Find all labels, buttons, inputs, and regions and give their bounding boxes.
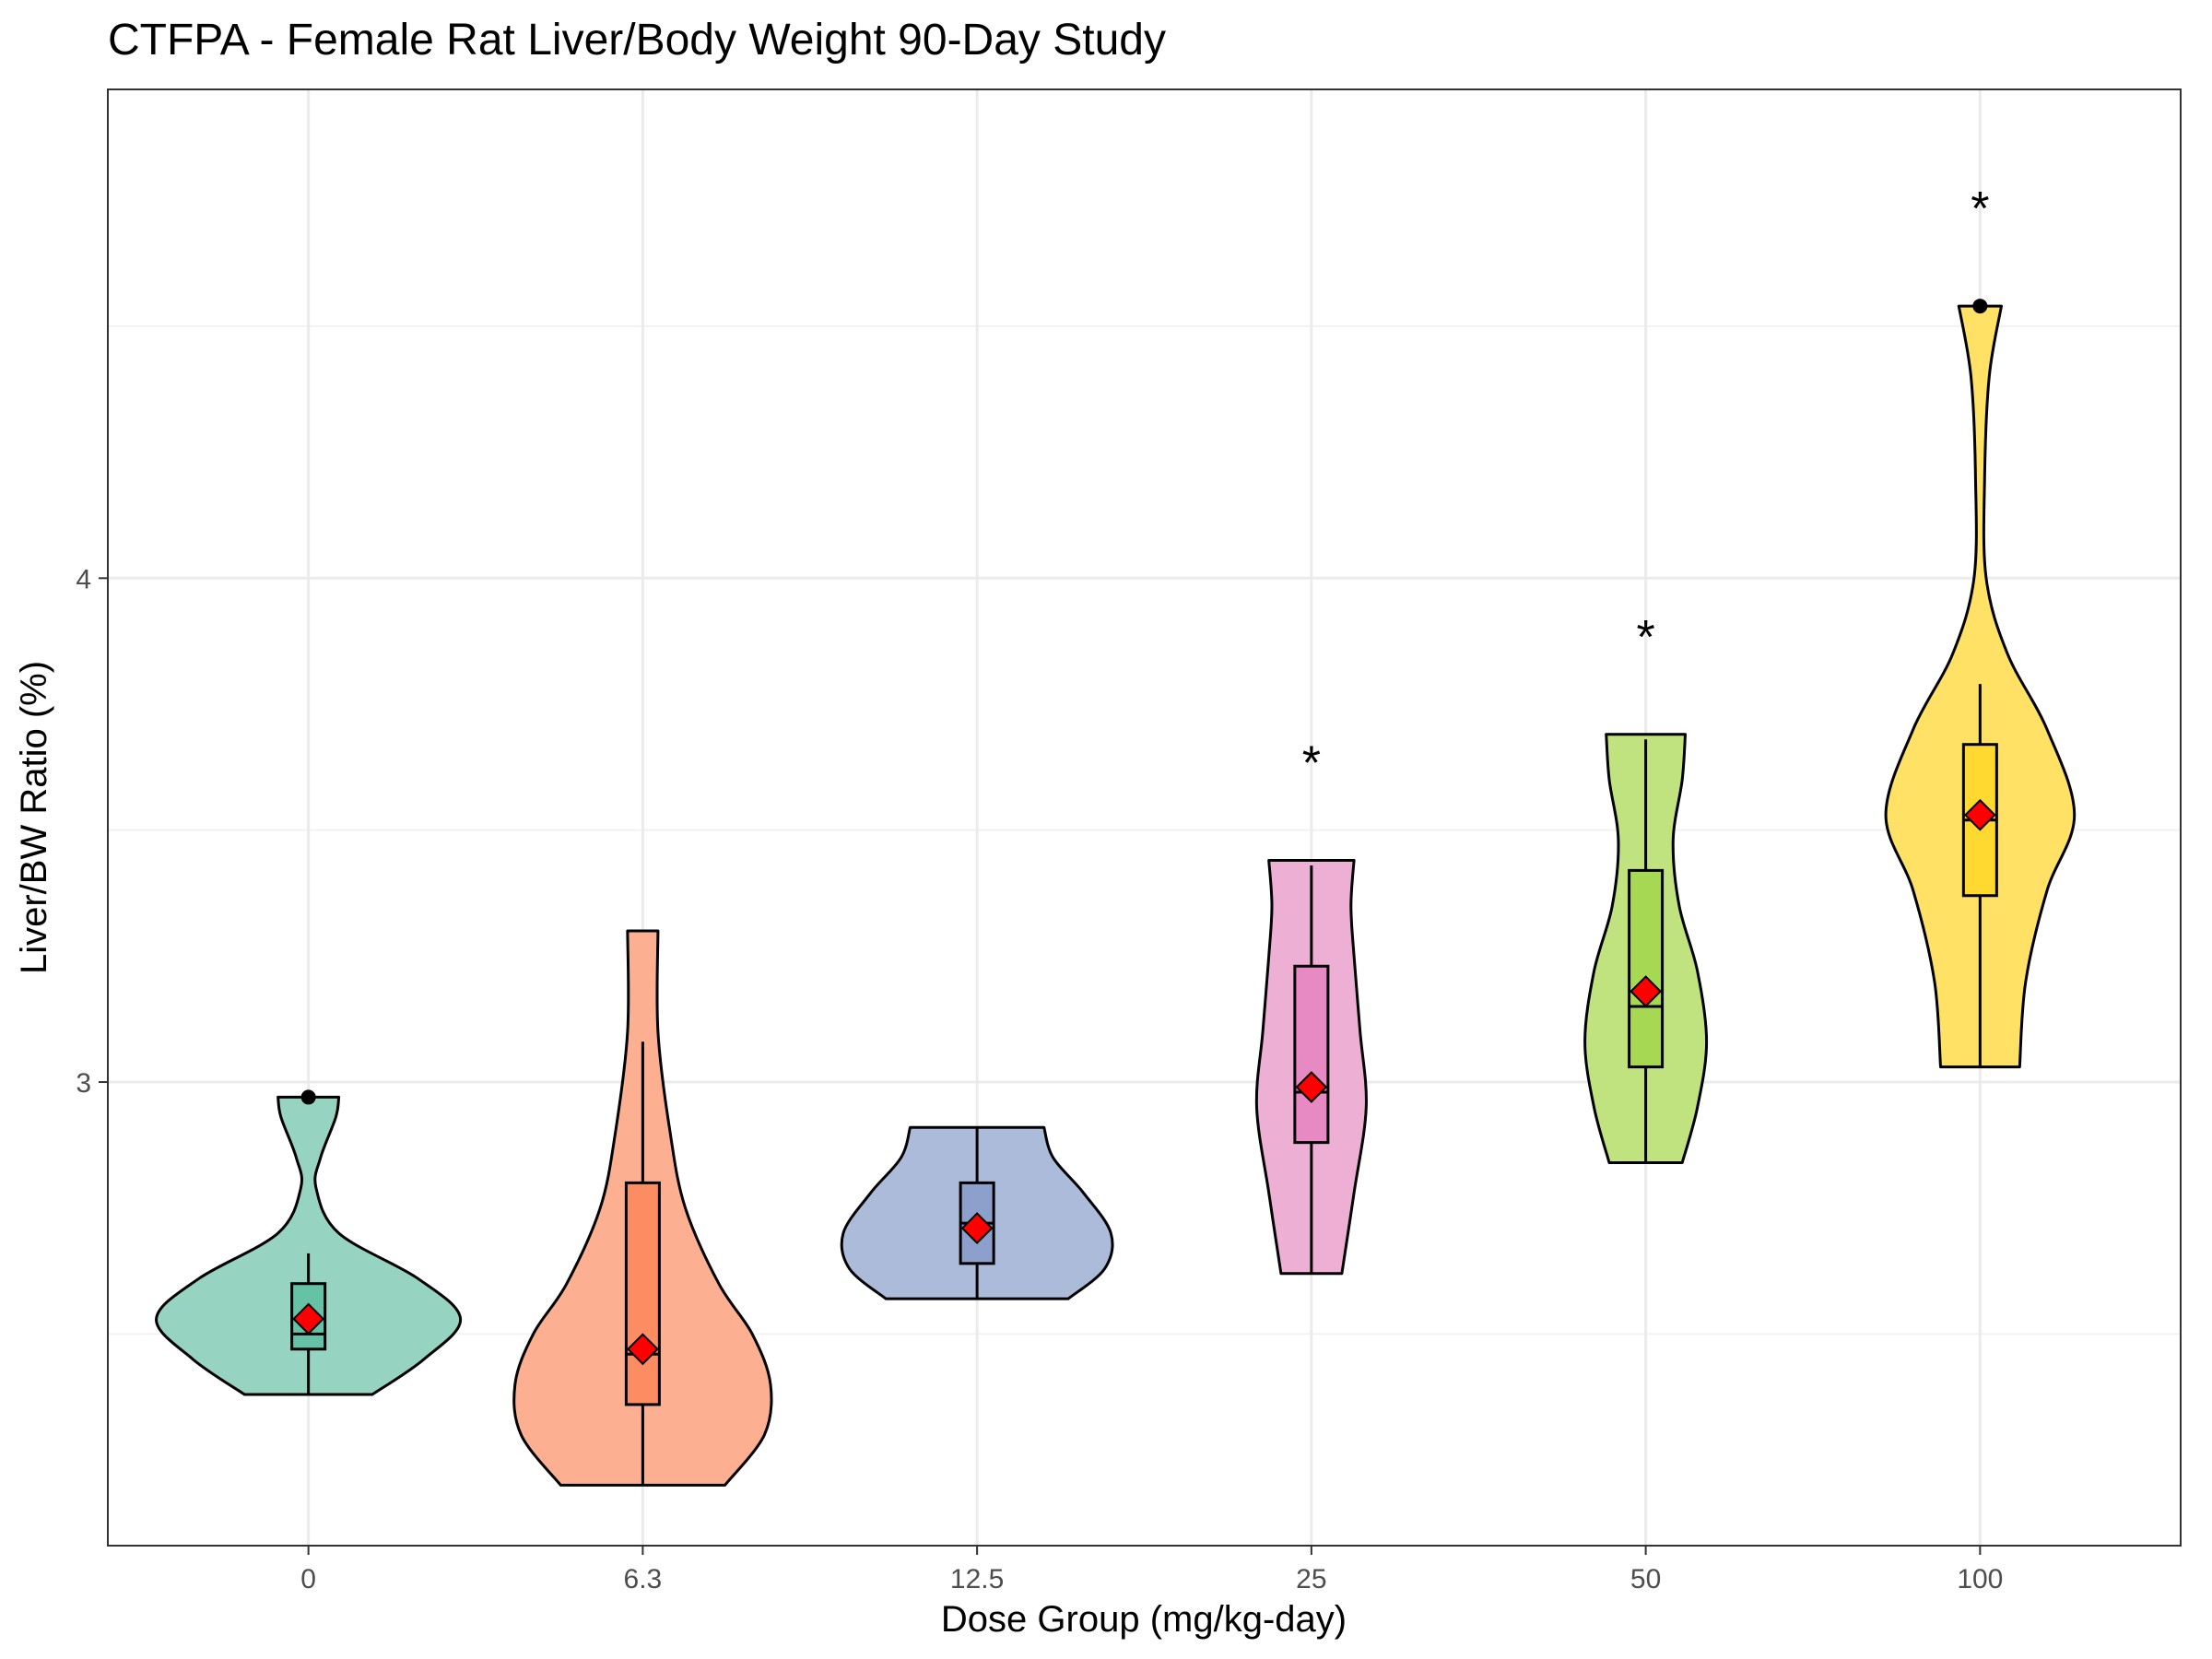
violin-group-layer: * * * bbox=[155, 182, 2077, 1487]
violin-group-100: * bbox=[1884, 182, 2077, 1069]
violin-group-0 bbox=[155, 1089, 463, 1396]
violin-group-6.3 bbox=[512, 929, 773, 1487]
x-tick-label-50: 50 bbox=[1630, 1564, 1661, 1594]
mean-marker bbox=[1295, 1071, 1328, 1103]
box-iqr bbox=[624, 1181, 661, 1406]
mean-marker bbox=[1630, 975, 1663, 1008]
x-tick-label-0: 0 bbox=[300, 1564, 316, 1594]
x-tick-label-12.5: 12.5 bbox=[950, 1564, 1004, 1594]
x-axis: 0 6.3 12.5 25 50 100 bbox=[300, 1546, 2003, 1594]
box-iqr bbox=[1293, 964, 1330, 1145]
outlier-point bbox=[1972, 299, 1988, 314]
mean-marker bbox=[1963, 798, 1996, 831]
y-tick-label: 3 bbox=[76, 1068, 91, 1099]
panel-border bbox=[107, 88, 2182, 1547]
y-tick-label: 4 bbox=[76, 564, 91, 594]
y-axis: 34 bbox=[76, 564, 108, 1099]
x-tick-label-25: 25 bbox=[1296, 1564, 1326, 1594]
violin-group-25: * bbox=[1254, 736, 1368, 1276]
chart-title: CTFPA - Female Rat Liver/Body Weight 90-… bbox=[108, 16, 1166, 65]
box-iqr bbox=[1628, 868, 1665, 1069]
significance-star: * bbox=[1971, 182, 1989, 236]
violin-group-50: * bbox=[1583, 611, 1709, 1164]
x-tick-label-100: 100 bbox=[1957, 1564, 2003, 1594]
mean-marker bbox=[960, 1212, 994, 1244]
mean-marker bbox=[626, 1333, 659, 1366]
y-axis-title: Liver/BW Ratio (%) bbox=[14, 661, 54, 974]
x-tick-label-6.3: 6.3 bbox=[624, 1564, 663, 1594]
violin-group-12.5 bbox=[840, 1125, 1114, 1300]
outlier-point bbox=[300, 1089, 316, 1105]
mean-marker bbox=[292, 1302, 325, 1335]
violin-shape bbox=[155, 1095, 463, 1396]
significance-star: * bbox=[1636, 611, 1654, 665]
significance-star: * bbox=[1302, 736, 1321, 790]
x-axis-title: Dose Group (mg/kg-day) bbox=[941, 1599, 1347, 1640]
